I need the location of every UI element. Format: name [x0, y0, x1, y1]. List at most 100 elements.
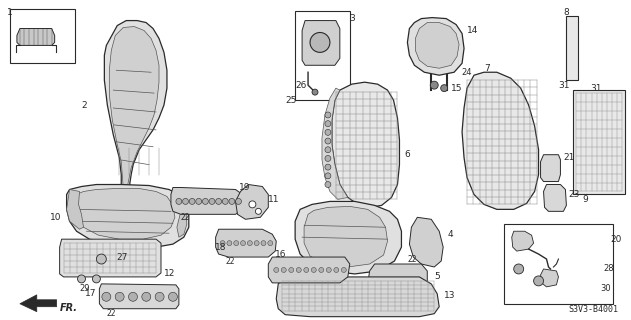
Circle shape: [229, 198, 235, 204]
Polygon shape: [408, 18, 464, 75]
Polygon shape: [104, 20, 167, 195]
Bar: [567, 16, 579, 80]
Polygon shape: [304, 206, 387, 267]
Circle shape: [247, 241, 252, 246]
Polygon shape: [235, 185, 268, 219]
Text: 22: 22: [225, 257, 235, 266]
Circle shape: [514, 264, 524, 274]
Polygon shape: [415, 22, 459, 68]
Circle shape: [233, 241, 239, 246]
Circle shape: [155, 292, 164, 301]
Text: 24: 24: [461, 68, 471, 77]
Text: 27: 27: [116, 252, 127, 261]
Circle shape: [341, 268, 346, 272]
Text: 8: 8: [563, 8, 569, 17]
Circle shape: [182, 198, 189, 204]
Circle shape: [115, 292, 124, 301]
Polygon shape: [332, 82, 399, 207]
Circle shape: [325, 138, 331, 144]
Polygon shape: [177, 195, 187, 237]
Text: 5: 5: [434, 272, 440, 281]
Circle shape: [209, 198, 215, 204]
Text: 25: 25: [285, 96, 297, 105]
Circle shape: [256, 208, 261, 214]
Text: 21: 21: [563, 153, 575, 162]
Text: 31: 31: [590, 84, 602, 92]
Polygon shape: [100, 284, 179, 309]
Circle shape: [268, 241, 273, 246]
Circle shape: [319, 268, 324, 272]
Text: 15: 15: [451, 84, 463, 92]
Polygon shape: [60, 239, 161, 277]
Circle shape: [311, 268, 316, 272]
Circle shape: [176, 198, 182, 204]
Text: 4: 4: [447, 230, 453, 239]
Text: 11: 11: [268, 195, 280, 204]
Circle shape: [129, 292, 138, 301]
Text: 6: 6: [404, 150, 410, 159]
Text: 1: 1: [7, 8, 13, 17]
Circle shape: [325, 112, 331, 118]
Circle shape: [440, 85, 447, 92]
Circle shape: [334, 268, 339, 272]
Text: 22: 22: [107, 309, 116, 318]
Polygon shape: [171, 188, 244, 214]
Circle shape: [203, 198, 208, 204]
Polygon shape: [543, 185, 567, 211]
Text: FR.: FR.: [60, 303, 78, 313]
Circle shape: [274, 268, 279, 272]
Circle shape: [92, 275, 100, 283]
Polygon shape: [512, 231, 534, 251]
Polygon shape: [17, 28, 55, 45]
Polygon shape: [322, 88, 348, 199]
Circle shape: [312, 89, 318, 95]
Text: 13: 13: [444, 291, 456, 300]
Circle shape: [102, 292, 111, 301]
Bar: [10, 9, 74, 63]
Text: 18: 18: [215, 243, 226, 252]
Circle shape: [222, 198, 228, 204]
Text: 2: 2: [81, 100, 87, 109]
Text: 9: 9: [582, 195, 588, 204]
Polygon shape: [295, 201, 401, 274]
Text: 29: 29: [80, 284, 90, 293]
Circle shape: [304, 268, 309, 272]
Circle shape: [325, 181, 331, 188]
Text: 30: 30: [600, 284, 611, 293]
Circle shape: [325, 147, 331, 153]
Polygon shape: [67, 189, 83, 229]
Circle shape: [310, 33, 330, 52]
Polygon shape: [109, 27, 159, 190]
Circle shape: [325, 129, 331, 135]
Circle shape: [249, 201, 256, 208]
Text: 22: 22: [181, 213, 191, 222]
Circle shape: [326, 268, 331, 272]
Polygon shape: [302, 20, 340, 65]
Polygon shape: [541, 155, 560, 181]
Text: 10: 10: [50, 213, 61, 222]
Polygon shape: [541, 269, 558, 287]
Text: 19: 19: [239, 183, 250, 192]
Circle shape: [297, 268, 301, 272]
Text: 22: 22: [408, 254, 417, 264]
Circle shape: [325, 156, 331, 161]
Polygon shape: [74, 188, 175, 239]
Polygon shape: [268, 257, 350, 283]
Circle shape: [189, 198, 195, 204]
Circle shape: [168, 292, 177, 301]
Text: 14: 14: [467, 26, 478, 35]
Text: 3: 3: [350, 14, 355, 23]
Circle shape: [78, 275, 85, 283]
Circle shape: [220, 241, 225, 246]
Text: 17: 17: [85, 289, 96, 298]
Text: 20: 20: [610, 235, 622, 244]
Polygon shape: [216, 229, 276, 257]
Circle shape: [281, 268, 286, 272]
Circle shape: [289, 268, 294, 272]
Text: 7: 7: [484, 64, 490, 73]
Circle shape: [142, 292, 151, 301]
Circle shape: [227, 241, 232, 246]
Polygon shape: [410, 217, 443, 267]
Circle shape: [216, 198, 221, 204]
Circle shape: [235, 198, 242, 204]
